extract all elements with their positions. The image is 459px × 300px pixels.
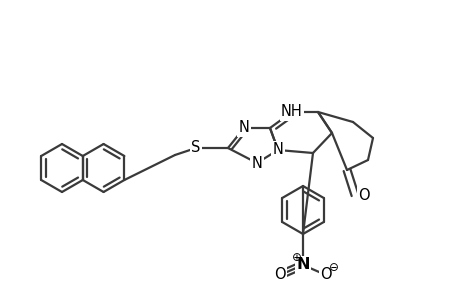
Text: O: O xyxy=(358,188,369,202)
Text: S: S xyxy=(191,140,200,155)
Text: ⊕: ⊕ xyxy=(291,251,301,265)
Text: O: O xyxy=(274,268,285,283)
Text: N: N xyxy=(238,121,249,136)
Text: O: O xyxy=(319,268,331,283)
Text: NH: NH xyxy=(280,104,302,119)
Text: N: N xyxy=(251,155,262,170)
Text: ⊖: ⊖ xyxy=(328,262,338,275)
Text: N: N xyxy=(272,142,283,158)
Text: N: N xyxy=(296,257,309,272)
